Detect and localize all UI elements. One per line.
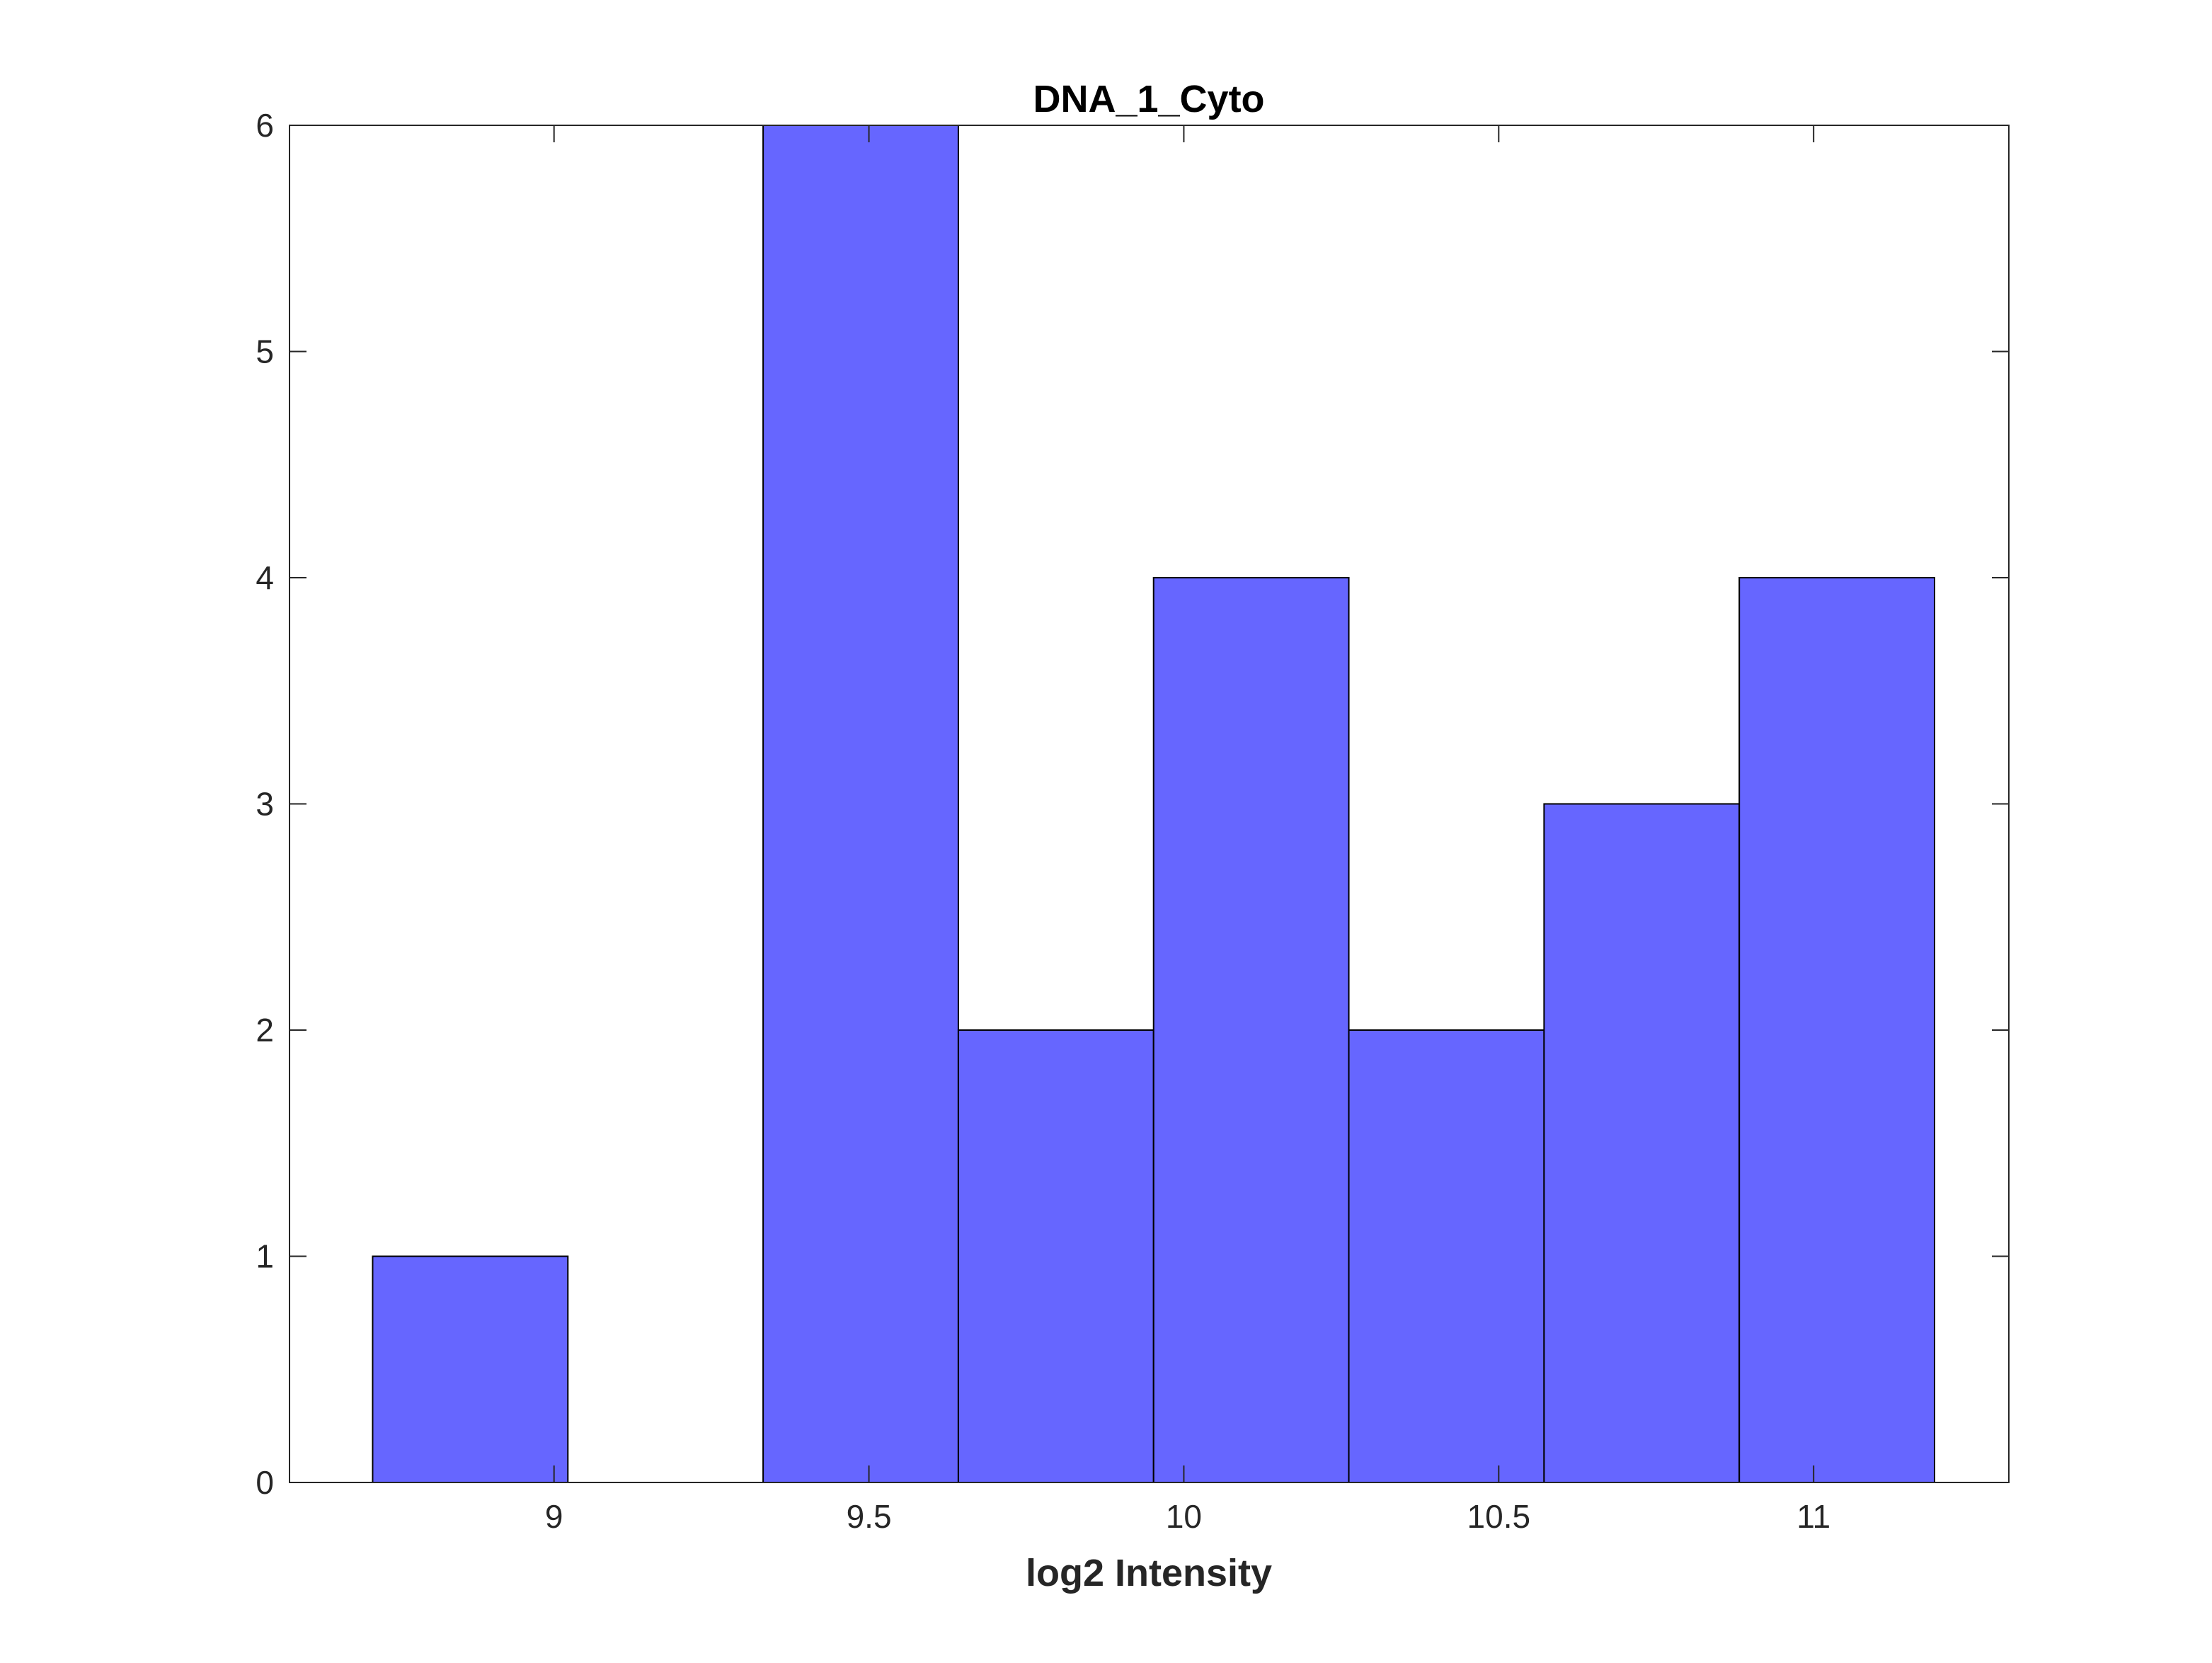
x-tick-label: 9 [545, 1498, 563, 1535]
histogram-bar [1152, 577, 1350, 1483]
bars-group [372, 125, 1936, 1483]
histogram-bar [957, 1029, 1154, 1483]
histogram-bar [762, 125, 959, 1483]
y-tick-label: 2 [256, 1012, 274, 1048]
y-tick-label: 3 [256, 786, 274, 823]
y-tick-label: 1 [256, 1238, 274, 1275]
histogram-bar [1348, 1029, 1545, 1483]
y-tick-label: 0 [256, 1464, 274, 1501]
y-tick-label: 4 [256, 559, 274, 596]
histogram-bar [1543, 803, 1741, 1483]
histogram-bar [1738, 577, 1936, 1483]
y-tick-label: 5 [256, 333, 274, 370]
x-tick-label: 9.5 [847, 1498, 892, 1535]
axes-box [289, 125, 2010, 1483]
tick-labels-group: 9 9.5 10 10.5 11 0 1 2 3 4 5 6 [256, 107, 1830, 1535]
y-tick-label: 6 [256, 107, 274, 144]
x-tick-label: 10.5 [1467, 1498, 1531, 1535]
x-tick-label: 10 [1166, 1498, 1202, 1535]
histogram-bar [372, 1255, 569, 1483]
chart-title: DNA_1_Cyto [1033, 78, 1264, 120]
x-tick-label: 11 [1796, 1498, 1830, 1535]
x-axis-label: log2 Intensity [1026, 1552, 1272, 1594]
